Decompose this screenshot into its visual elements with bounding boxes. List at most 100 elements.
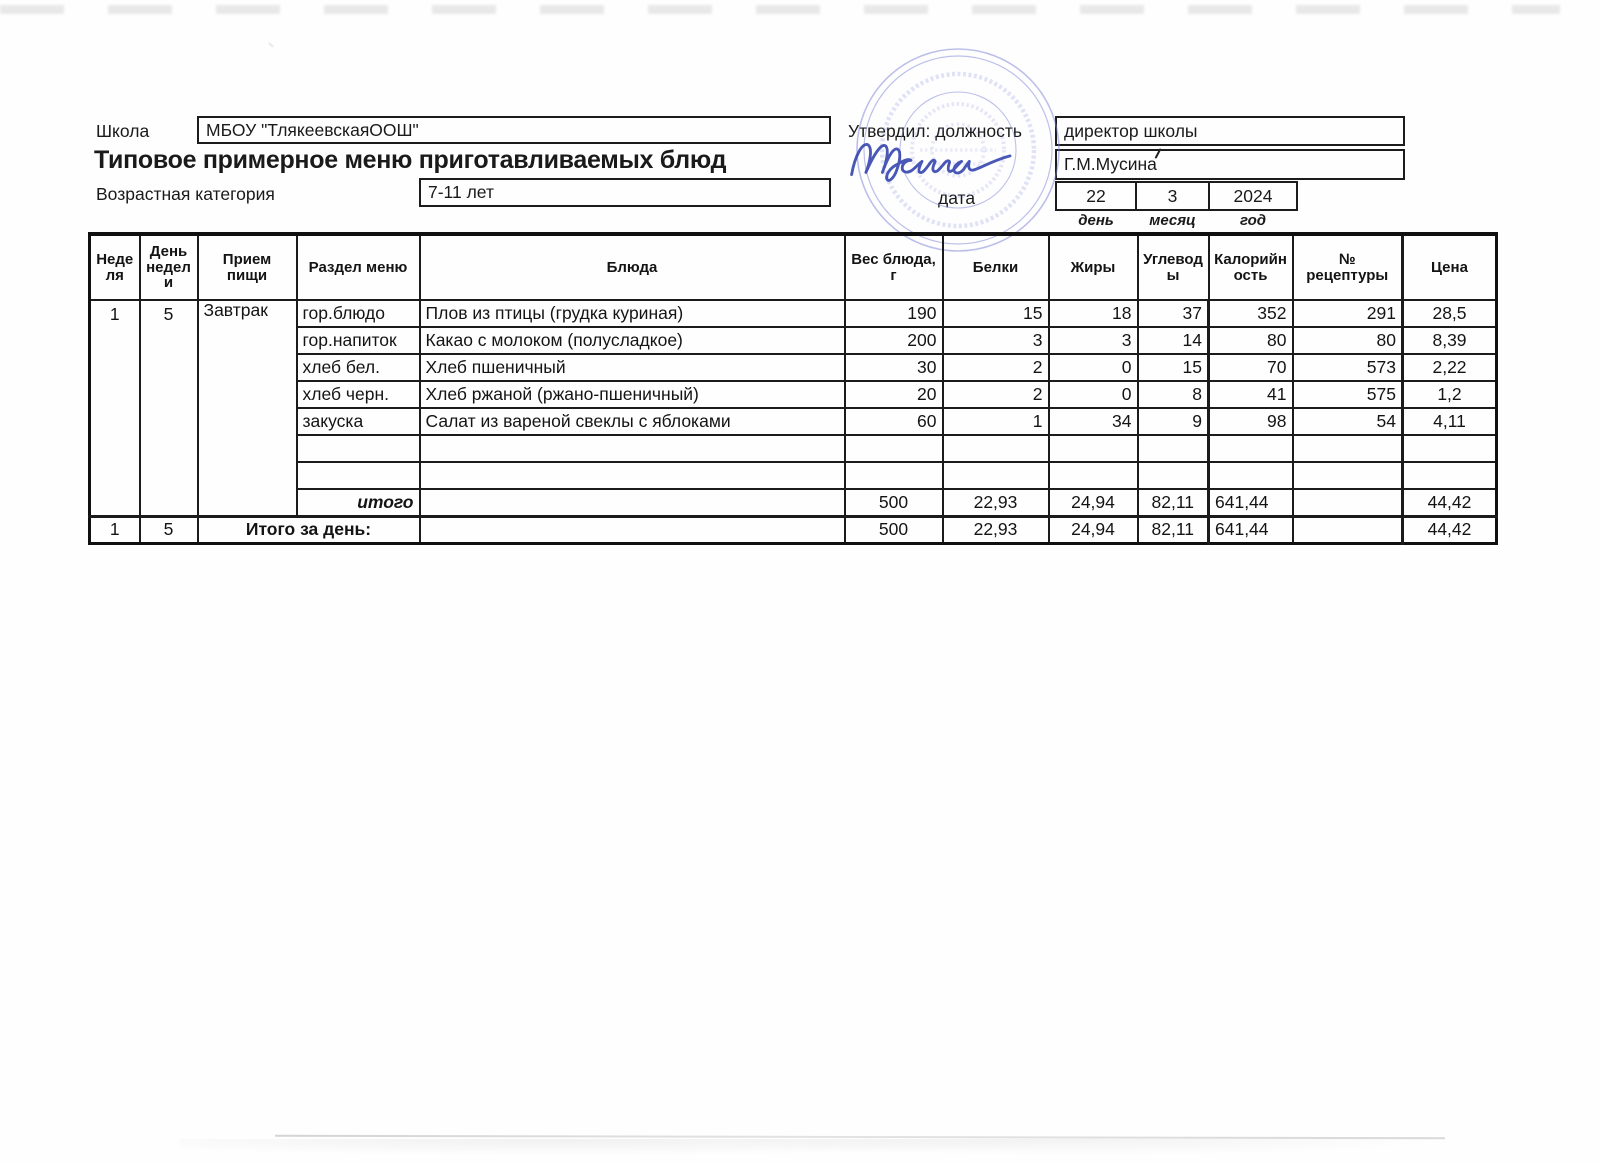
price-cell: 8,39	[1401, 326, 1498, 355]
section-cell: гор.напиток	[295, 326, 421, 355]
carbs-cell: 15	[1136, 353, 1210, 382]
day-total-carbs: 82,11	[1136, 514, 1210, 544]
dish-cell: Хлеб пшеничный	[418, 353, 846, 382]
dish-cell-empty	[418, 461, 846, 490]
weight-cell: 60	[843, 407, 944, 436]
subtotal-calories: 641,44	[1207, 488, 1294, 517]
calories-cell: 41	[1207, 380, 1294, 409]
fat-cell: 34	[1047, 407, 1139, 436]
weight-cell: 30	[843, 353, 944, 382]
recipe-no-cell: 291	[1291, 299, 1404, 328]
day-total-weight: 500	[843, 514, 944, 544]
dish-cell: Хлеб ржаной (ржано-пшеничный)	[418, 380, 846, 409]
date-day-sublabel: день	[1078, 212, 1114, 229]
carbs-cell: 9	[1136, 407, 1210, 436]
empty-row	[90, 434, 1498, 463]
table-row: хлеб черн. Хлеб ржаной (ржано-пшеничный)…	[90, 380, 1498, 409]
scan-edge-artifact-top	[0, 5, 1560, 14]
subtotal-weight: 500	[843, 488, 944, 517]
section-cell: гор.блюдо	[295, 299, 421, 328]
col-header-carbs: Углевод ы	[1136, 233, 1210, 301]
price-cell: 2,22	[1401, 353, 1498, 382]
dish-cell: Салат из вареной свеклы с яблоками	[418, 407, 846, 436]
subtotal-row: итого 500 22,93 24,94 82,11 641,44 44,42	[90, 488, 1498, 517]
date-year-box: 2024	[1208, 181, 1298, 211]
signature-autograph	[850, 143, 1012, 182]
calories-cell-empty	[1207, 434, 1294, 463]
section-cell: хлеб черн.	[295, 380, 421, 409]
week-cell: 1	[88, 299, 141, 517]
recipe-no-cell-empty	[1291, 461, 1404, 490]
section-cell-empty	[295, 461, 421, 490]
fat-cell: 0	[1047, 353, 1139, 382]
approved-name-box: Г.М.Мусина	[1055, 149, 1405, 180]
table-row: хлеб бел. Хлеб пшеничный 30 2 0 15 70 57…	[90, 353, 1498, 382]
fat-cell-empty	[1047, 434, 1139, 463]
carbs-cell: 14	[1136, 326, 1210, 355]
scan-edge-artifact-bottom-smudge	[180, 1139, 1470, 1163]
protein-cell: 15	[941, 299, 1050, 328]
subtotal-protein: 22,93	[941, 488, 1050, 517]
col-header-calories: Калорийн ость	[1207, 233, 1294, 301]
day-total-label: Итого за день:	[196, 514, 421, 544]
day-total-week: 1	[88, 514, 141, 544]
dish-cell-empty	[418, 434, 846, 463]
recipe-no-cell: 573	[1291, 353, 1404, 382]
protein-cell-empty	[941, 461, 1050, 490]
subtotal-label: итого	[295, 488, 421, 517]
carbs-cell-empty	[1136, 461, 1210, 490]
menu-table: Неде ля День недел и Прием пищи Раздел м…	[88, 232, 1498, 545]
date-month-box: 3	[1135, 181, 1210, 211]
recipe-no-cell-empty	[1291, 434, 1404, 463]
col-header-section: Раздел меню	[295, 233, 421, 301]
carbs-cell: 37	[1136, 299, 1210, 328]
dish-cell: Какао с молоком (полусладкое)	[418, 326, 846, 355]
document-title: Типовое примерное меню приготавливаемых …	[94, 146, 727, 174]
section-cell-empty	[295, 434, 421, 463]
col-header-meal: Прием пищи	[196, 233, 298, 301]
empty-row	[90, 461, 1498, 490]
col-header-price: Цена	[1401, 233, 1498, 301]
section-cell: хлеб бел.	[295, 353, 421, 382]
calories-cell: 98	[1207, 407, 1294, 436]
col-header-recipe-no: № рецептуры	[1291, 233, 1404, 301]
day-total-recipe-no	[1291, 514, 1404, 544]
col-header-weight: Вес блюда, г	[843, 233, 944, 301]
dish-cell: Плов из птицы (грудка куриная)	[418, 299, 846, 328]
day-total-row: 1 5 Итого за день: 500 22,93 24,94 82,11…	[88, 514, 1498, 544]
dish-cell-empty	[418, 514, 846, 544]
day-total-weekday: 5	[138, 514, 199, 544]
approved-label: Утвердил: должность	[848, 121, 1022, 141]
protein-cell: 1	[941, 407, 1050, 436]
day-total-price: 44,42	[1401, 514, 1498, 544]
price-cell-empty	[1401, 434, 1498, 463]
protein-cell-empty	[941, 434, 1050, 463]
section-cell: закуска	[295, 407, 421, 436]
carbs-cell: 8	[1136, 380, 1210, 409]
school-label: Школа	[96, 121, 150, 141]
table-row: закуска Салат из вареной свеклы с яблока…	[90, 407, 1498, 436]
age-category-value-box: 7-11 лет	[419, 178, 831, 207]
col-header-dish: Блюда	[418, 233, 846, 301]
school-value-box: МБОУ "ТлякеевскаяООШ"	[197, 116, 831, 144]
carbs-cell-empty	[1136, 434, 1210, 463]
day-total-calories: 641,44	[1207, 514, 1294, 544]
price-cell: 1,2	[1401, 380, 1498, 409]
approved-position-box: директор школы	[1055, 116, 1405, 146]
fat-cell: 18	[1047, 299, 1139, 328]
calories-cell: 352	[1207, 299, 1294, 328]
weekday-cell: 5	[138, 299, 199, 517]
subtotal-recipe-no	[1291, 488, 1404, 517]
date-year-sublabel: год	[1239, 212, 1267, 229]
table-header-row: Неде ля День недел и Прием пищи Раздел м…	[88, 233, 1498, 301]
subtotal-fat: 24,94	[1047, 488, 1139, 517]
day-total-fat: 24,94	[1047, 514, 1139, 544]
calories-cell: 80	[1207, 326, 1294, 355]
col-header-fat: Жиры	[1047, 233, 1139, 301]
calories-cell: 70	[1207, 353, 1294, 382]
table-row: гор.напиток Какао с молоком (полусладкое…	[90, 326, 1498, 355]
weight-cell: 20	[843, 380, 944, 409]
col-header-week: Неде ля	[88, 233, 141, 301]
recipe-no-cell: 575	[1291, 380, 1404, 409]
